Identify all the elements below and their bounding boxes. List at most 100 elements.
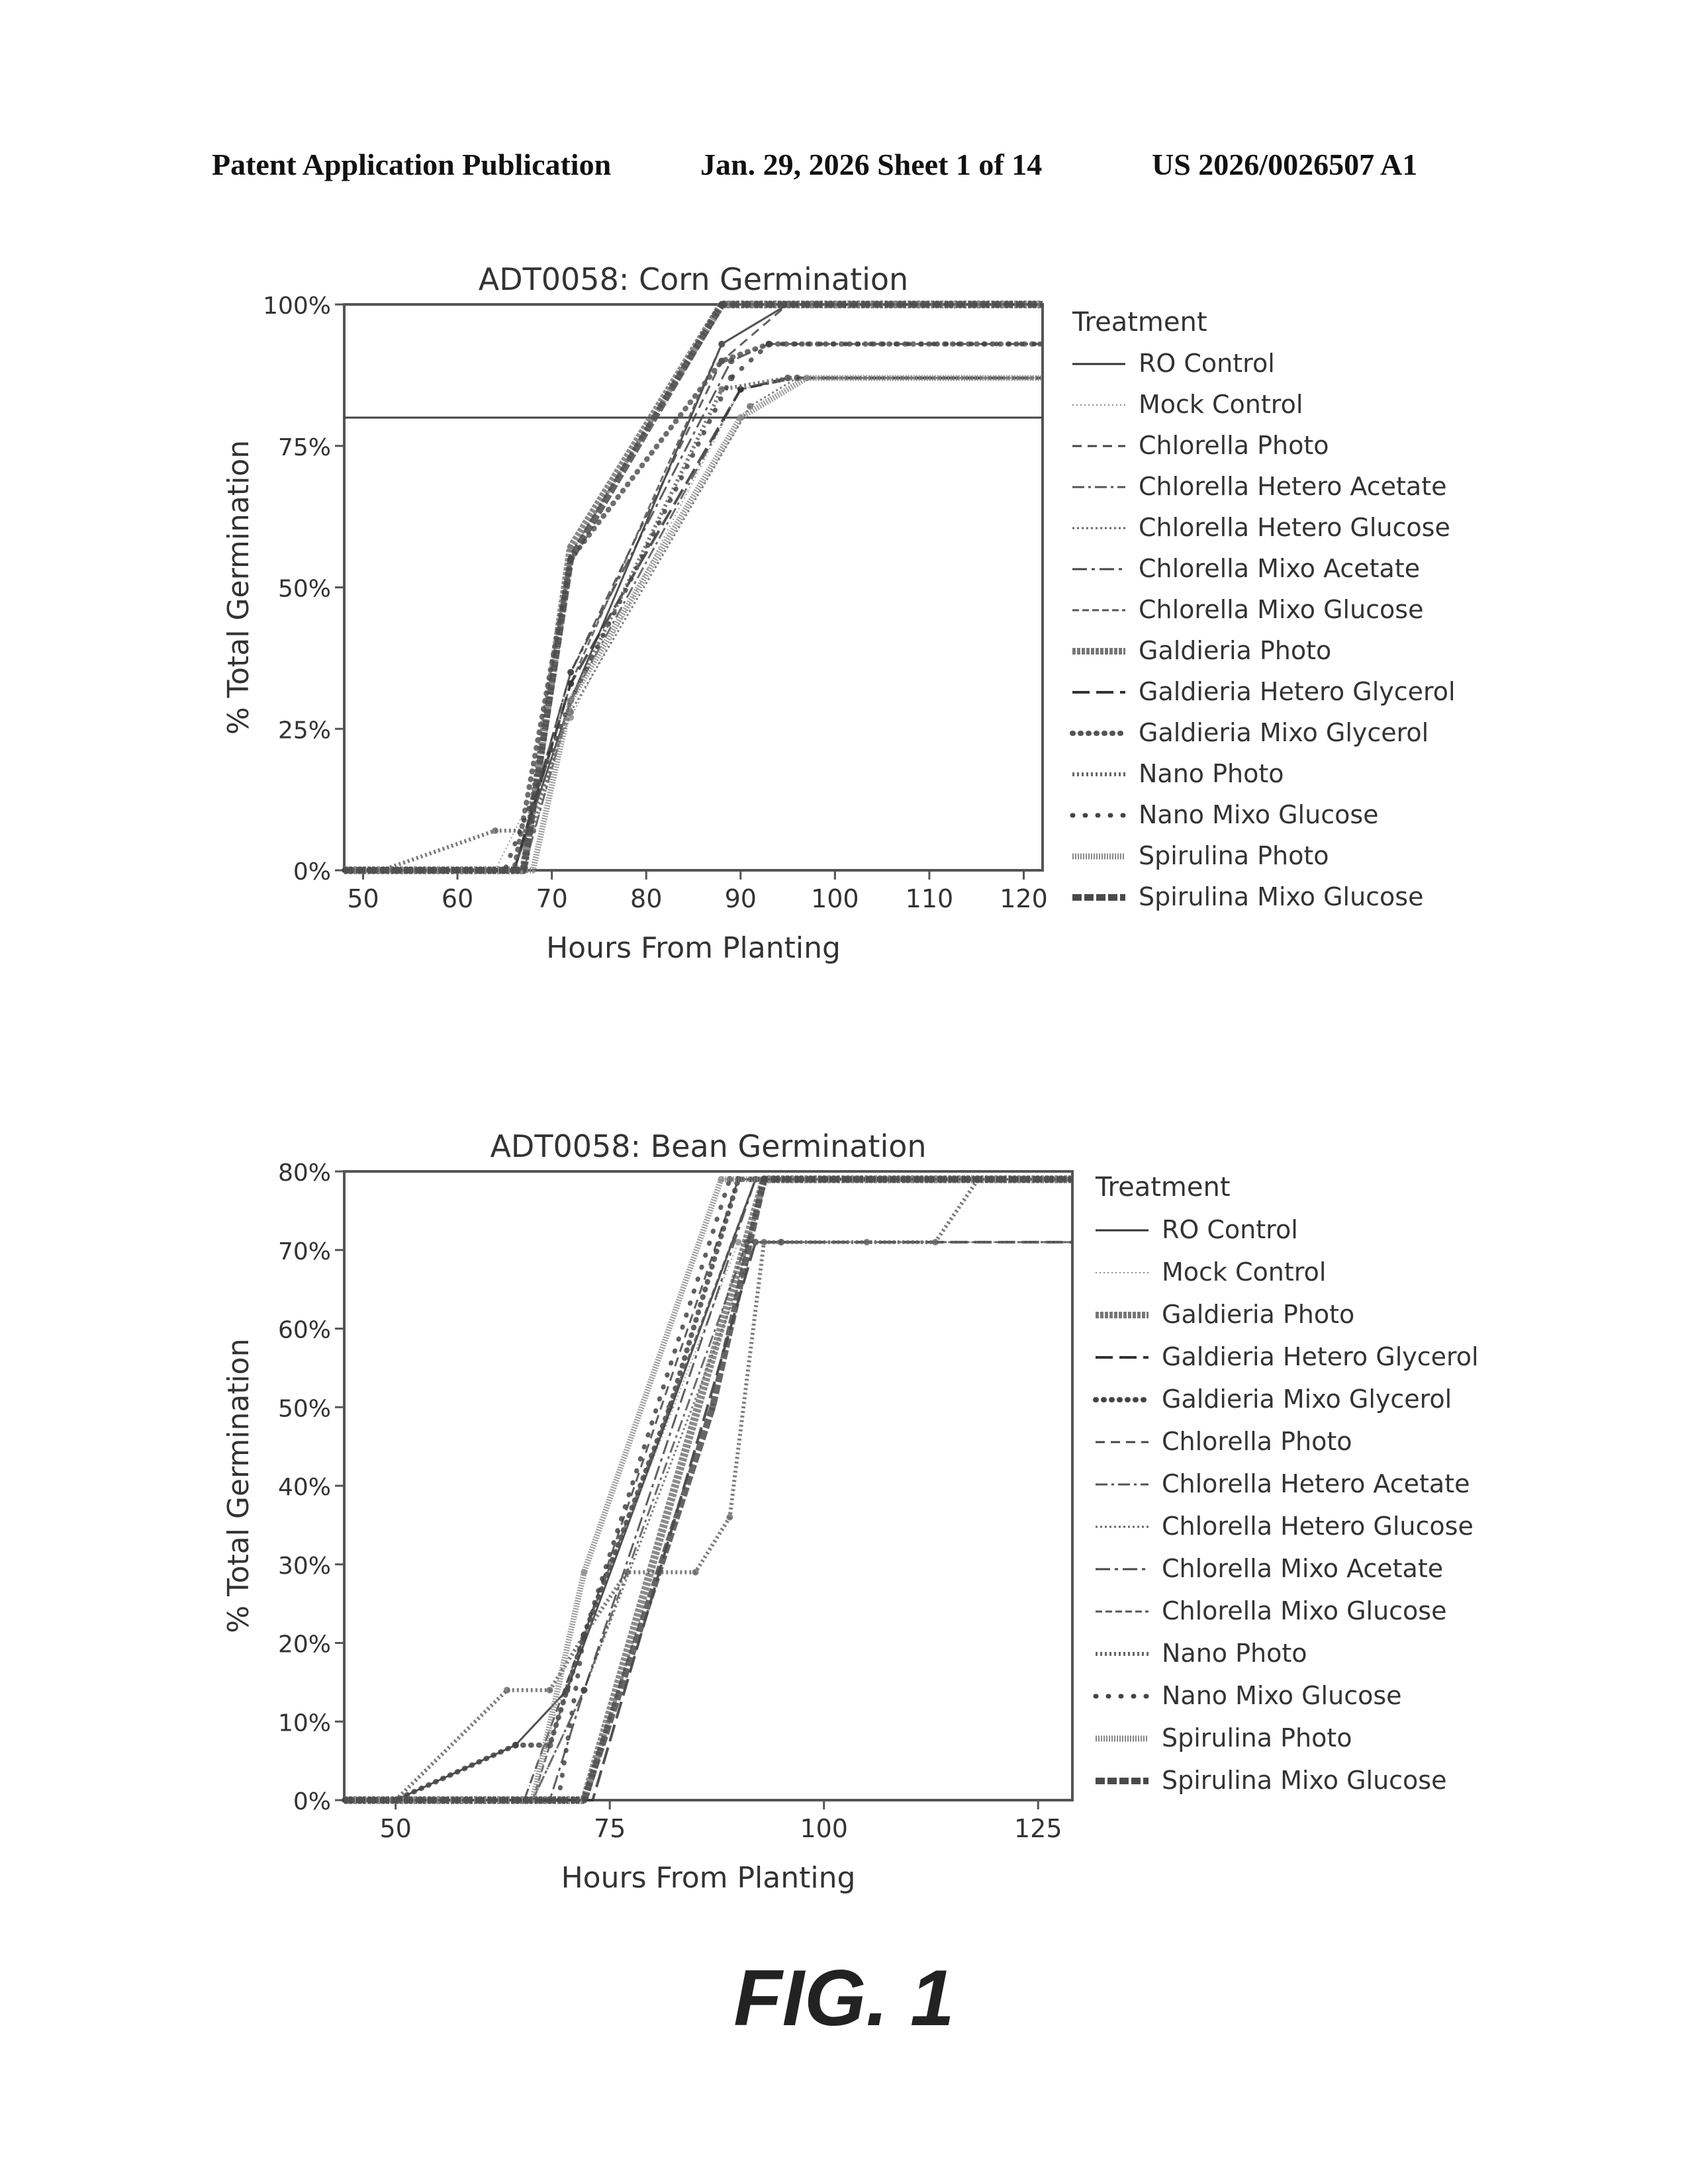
corn-legend-label-spirulina-photo: Spirulina Photo <box>1139 841 1329 870</box>
bean-xtick-label: 50 <box>379 1814 411 1843</box>
corn-point-nano-photo <box>784 375 792 382</box>
bean-ytick-label: 0% <box>293 1788 331 1815</box>
bean-point-nano-photo <box>546 1686 553 1694</box>
bean-legend-title: Treatment <box>1095 1172 1231 1203</box>
bean-ytick-label: 80% <box>278 1160 331 1187</box>
corn-legend-label-chlorella-hetero-acetate: Chlorella Hetero Acetate <box>1139 472 1446 501</box>
corn-series-group <box>342 300 1045 874</box>
corn-legend-label-galdieria-photo: Galdieria Photo <box>1139 636 1331 665</box>
bean-ytick-label: 60% <box>278 1317 331 1344</box>
header-publication: Patent Application Publication <box>212 148 612 181</box>
bean-point-nano-photo <box>761 1238 768 1246</box>
corn-series-galdieria-photo <box>344 300 1043 874</box>
corn-series-chlorella-mixo-acetate <box>344 343 1043 872</box>
bean-ytick-label: 30% <box>278 1553 331 1580</box>
corn-legend-label-nano-photo: Nano Photo <box>1139 759 1284 788</box>
bean-series-galdieria-hetero-glycerol <box>344 1240 1072 1801</box>
corn-point-nano-mixo-glucose <box>765 340 773 347</box>
bean-point-spirulina-mixo-glucose <box>761 1175 768 1183</box>
corn-point-spirulina-photo <box>567 697 575 704</box>
bean-series-chlorella-hetero-acetate <box>344 1241 1072 1801</box>
bean-ytick-label: 40% <box>278 1474 331 1501</box>
corn-series-chlorella-photo <box>344 303 1043 872</box>
corn-ytick-label: 100% <box>263 293 331 320</box>
bean-germination-chart: ADT0058: Bean Germination 0% 10% 20% 30% 40% 5… <box>222 1128 1479 1895</box>
bean-legend-label-nano-mixo-glucose: Nano Mixo Glucose <box>1162 1681 1402 1710</box>
bean-legend-label-chlorella-mixo-glucose: Chlorella Mixo Glucose <box>1162 1596 1446 1625</box>
corn-germination-chart: ADT0058: Corn Germination 0% 25% 50% 75% 100%… <box>222 261 1456 965</box>
bean-point-mock-control <box>735 1238 742 1246</box>
bean-xtick-label: 100 <box>800 1814 848 1843</box>
bean-legend-label-spirulina-photo: Spirulina Photo <box>1162 1723 1352 1752</box>
corn-series-nano-mixo-glucose <box>342 341 1045 873</box>
bean-point-galdieria-mixo-glycerol <box>512 1741 519 1749</box>
bean-ylabel: % Total Germination <box>222 1338 256 1633</box>
corn-point-spirulina-photo <box>737 414 744 421</box>
corn-ytick-label: 50% <box>278 576 331 603</box>
corn-xlabel: Hours From Planting <box>546 931 841 965</box>
bean-xtick-label: 125 <box>1014 1814 1062 1843</box>
bean-point-nano-photo <box>624 1569 631 1576</box>
corn-legend-title: Treatment <box>1072 307 1207 338</box>
figure-label: FIG. 1 <box>733 1954 955 2042</box>
corn-point-spirulina-mixo-glucose <box>567 555 575 563</box>
bean-point-spirulina-mixo-glucose <box>709 1404 716 1411</box>
corn-point-spirulina-mixo-glucose <box>718 301 726 308</box>
corn-xtick-label: 110 <box>906 884 954 913</box>
header-number: US 2026/0026507 A1 <box>1152 148 1418 181</box>
bean-plot-frame <box>343 1170 1074 1801</box>
corn-series-nano-photo <box>344 376 1043 872</box>
corn-title: ADT0058: Corn Germination <box>479 261 908 297</box>
bean-point-nano-mixo-glucose <box>581 1631 588 1639</box>
corn-xtick-label: 120 <box>1000 884 1048 913</box>
corn-point-galdieria-hetero-glycerol <box>737 386 744 393</box>
bean-legend-label-chlorella-mixo-acetate: Chlorella Mixo Acetate <box>1162 1554 1443 1583</box>
bean-xtick-label: 75 <box>594 1814 626 1843</box>
corn-xtick-label: 80 <box>630 884 662 913</box>
corn-legend-label-mock-control: Mock Control <box>1139 390 1303 419</box>
bean-legend-label-chlorella-photo: Chlorella Photo <box>1162 1427 1352 1456</box>
bean-ytick-label: 10% <box>278 1709 331 1737</box>
bean-point-nano-mixo-glucose <box>726 1175 733 1183</box>
corn-legend-label-ro-control: RO Control <box>1139 349 1275 378</box>
corn-series-chlorella-mixo-glucose <box>344 303 1043 872</box>
corn-legend-label-spirulina-mixo-glucose: Spirulina Mixo Glucose <box>1139 882 1423 911</box>
corn-legend-label-chlorella-mixo-acetate: Chlorella Mixo Acetate <box>1139 554 1420 583</box>
corn-ytick-label: 25% <box>278 717 331 744</box>
corn-point-chlorella-mixo-acetate <box>567 668 575 676</box>
corn-series-galdieria-mixo-glycerol <box>342 341 1045 873</box>
corn-point-chlorella-mixo-glucose <box>718 340 726 347</box>
corn-legend-label-chlorella-hetero-glucose: Chlorella Hetero Glucose <box>1139 513 1450 542</box>
corn-xtick-label: 100 <box>811 884 859 913</box>
corn-xtick-label: 60 <box>442 884 473 913</box>
bean-point-nano-photo <box>931 1238 939 1246</box>
corn-ytick-label: 0% <box>293 858 331 886</box>
corn-series-ro-control <box>344 303 1043 872</box>
corn-ylabel: % Total Germination <box>222 440 256 735</box>
bean-ytick-label: 50% <box>278 1395 331 1422</box>
corn-point-galdieria-mixo-glycerol <box>718 357 726 365</box>
corn-legend-label-galdieria-mixo-glycerol: Galdieria Mixo Glycerol <box>1139 718 1429 747</box>
corn-point-nano-photo <box>718 386 726 393</box>
corn-point-spirulina-photo <box>803 375 810 382</box>
corn-xtick-label: 70 <box>536 884 567 913</box>
bean-legend-label-ro-control: RO Control <box>1162 1215 1298 1244</box>
corn-point-galdieria-hetero-glycerol <box>567 680 575 687</box>
bean-legend-label-galdieria-photo: Galdieria Photo <box>1162 1300 1354 1329</box>
bean-legend-label-chlorella-hetero-acetate: Chlorella Hetero Acetate <box>1162 1469 1470 1498</box>
bean-xlabel: Hours From Planting <box>561 1861 856 1895</box>
bean-legend-label-galdieria-mixo-glycerol: Galdieria Mixo Glycerol <box>1162 1385 1452 1414</box>
corn-point-galdieria-photo <box>567 544 575 551</box>
bean-ytick-label: 20% <box>278 1631 331 1659</box>
bean-point-spirulina-photo <box>718 1175 725 1183</box>
corn-plot-frame <box>343 303 1044 872</box>
bean-series-mock-control <box>344 1241 1072 1801</box>
bean-legend-label-nano-photo: Nano Photo <box>1162 1639 1307 1668</box>
bean-ytick-label: 70% <box>278 1238 331 1265</box>
bean-point-nano-photo <box>863 1238 870 1246</box>
corn-legend-label-galdieria-hetero-glycerol: Galdieria Hetero Glycerol <box>1139 677 1456 706</box>
corn-xtick-label: 90 <box>725 884 757 913</box>
bean-point-spirulina-photo <box>581 1569 588 1576</box>
corn-legend-label-chlorella-mixo-glucose: Chlorella Mixo Glucose <box>1139 595 1423 624</box>
